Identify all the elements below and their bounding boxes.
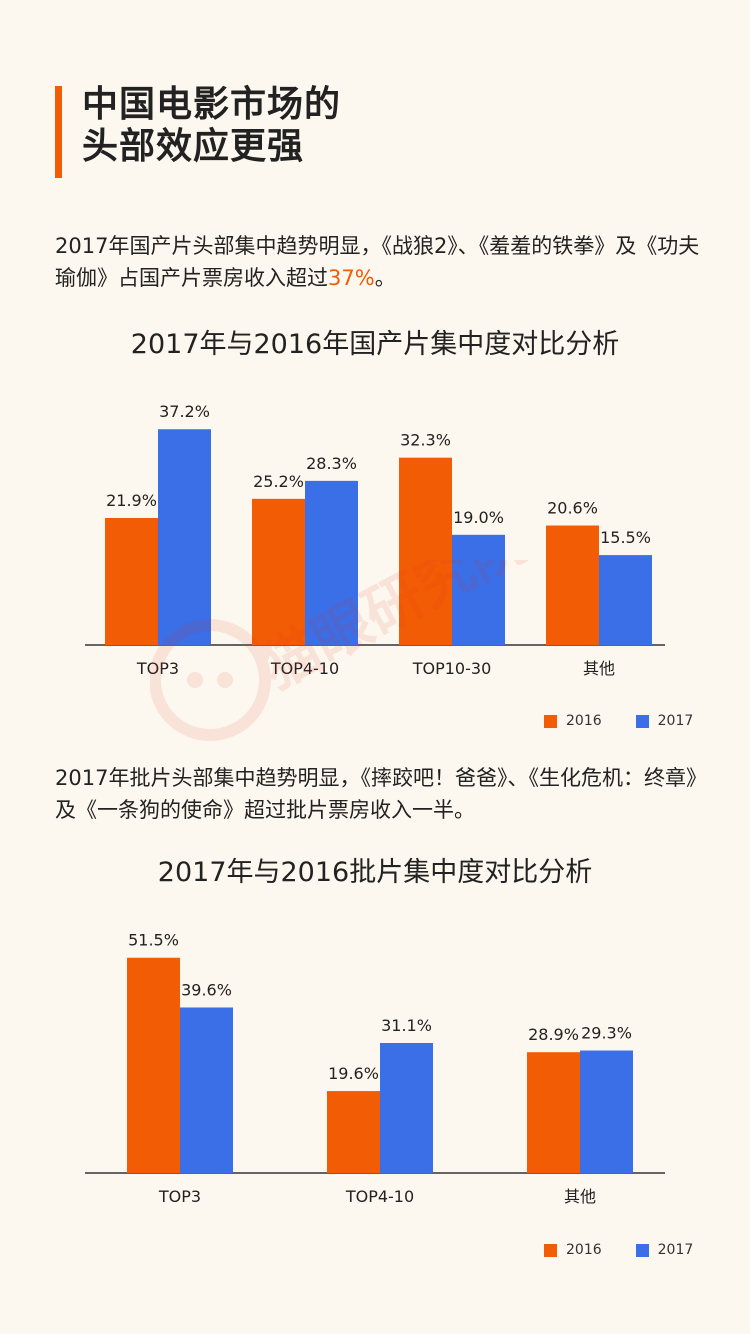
bar-2016-3	[546, 525, 599, 645]
bar-2016-2	[527, 1052, 580, 1173]
legend-swatch-2016	[544, 714, 557, 728]
data-label-2016-2: 32.3%	[400, 431, 451, 450]
bar-2016-2	[399, 457, 452, 645]
data-label-2016-1: 19.6%	[328, 1064, 379, 1083]
bar-2016-1	[327, 1091, 380, 1173]
intro-highlight: 37%	[328, 266, 375, 290]
category-label-3: 其他	[583, 659, 615, 678]
data-label-2017-1: 28.3%	[306, 454, 357, 473]
intro-paragraph: 2017年国产片头部集中趋势明显，《战狼2》、《羞羞的铁拳》及《功夫瑜伽》占国产…	[55, 230, 705, 294]
legend2-item-2017: 2017	[635, 1242, 694, 1258]
bar-2016-1	[252, 498, 305, 645]
legend-item-2017: 2017	[635, 713, 694, 729]
data-label-2016-0: 21.9%	[106, 491, 157, 510]
chart1-title: 2017年与2016年国产片集中度对比分析	[130, 329, 620, 360]
page-title: 中国电影市场的 头部效应更强	[55, 84, 341, 178]
category-label-1: TOP4-10	[270, 659, 339, 678]
category-label-1: TOP4-10	[345, 1187, 414, 1206]
bar-2017-0	[180, 1007, 233, 1173]
data-label-2016-1: 25.2%	[253, 472, 304, 491]
legend2-item-2016: 2016	[544, 1242, 602, 1258]
legend-swatch-2017	[635, 714, 649, 728]
second-paragraph: 2017年批片头部集中趋势明显，《摔跤吧！爸爸》、《生化危机：终章》及《一条狗的…	[55, 766, 697, 822]
bar-2017-2	[580, 1050, 633, 1173]
bar-2017-2	[452, 534, 505, 645]
chart2-title: 2017年与2016批片集中度对比分析	[157, 857, 593, 888]
chart2: 51.5% 39.6% TOP3 19.6% 31.1% TOP4-10 28.9% 29.3…	[85, 931, 665, 1206]
bar-2017-1	[305, 480, 358, 645]
data-label-2017-3: 15.5%	[600, 528, 651, 547]
data-label-2017-1: 31.1%	[381, 1016, 432, 1035]
data-label-2017-2: 19.0%	[453, 508, 504, 527]
legend2-swatch-2016	[544, 1243, 557, 1257]
bar-2016-0	[127, 957, 180, 1173]
category-label-0: TOP3	[136, 659, 179, 678]
data-label-2017-0: 39.6%	[181, 980, 232, 999]
chart1-legend: 2016 2017	[544, 713, 693, 729]
bar-2017-1	[380, 1043, 433, 1173]
data-label-2017-2: 29.3%	[581, 1024, 632, 1043]
legend-item-2016: 2016	[544, 713, 602, 729]
data-label-2016-3: 20.6%	[547, 499, 598, 518]
category-label-2: TOP10-30	[412, 659, 492, 678]
data-label-2017-0: 37.2%	[159, 402, 210, 421]
legend-label-2016: 2016	[566, 713, 602, 729]
category-label-0: TOP3	[158, 1187, 201, 1206]
bar-2017-3	[599, 555, 652, 645]
legend2-label-2017: 2017	[657, 1242, 694, 1258]
data-label-2016-0: 51.5%	[128, 931, 179, 950]
intro-text-end: 。	[374, 266, 396, 290]
bar-2017-0	[158, 429, 211, 645]
category-label-2: 其他	[564, 1187, 596, 1206]
title-line-2: 头部效应更强	[82, 126, 305, 167]
title-line-1: 中国电影市场的	[82, 84, 342, 125]
intro-text: 2017年国产片头部集中趋势明显，《战狼2》、《羞羞的铁拳》及《功夫瑜伽》占国产…	[55, 234, 700, 290]
legend-label-2017: 2017	[657, 713, 694, 729]
legend2-swatch-2017	[635, 1243, 649, 1257]
data-label-2016-2: 28.9%	[528, 1025, 579, 1044]
bar-2016-0	[105, 517, 158, 645]
chart1: 21.9% 37.2% TOP3 25.2%28.3% TOP4-10 32.3% 19.0…	[85, 402, 665, 678]
chart2-legend: 2016 2017	[544, 1242, 693, 1258]
legend2-label-2016: 2016	[566, 1242, 602, 1258]
